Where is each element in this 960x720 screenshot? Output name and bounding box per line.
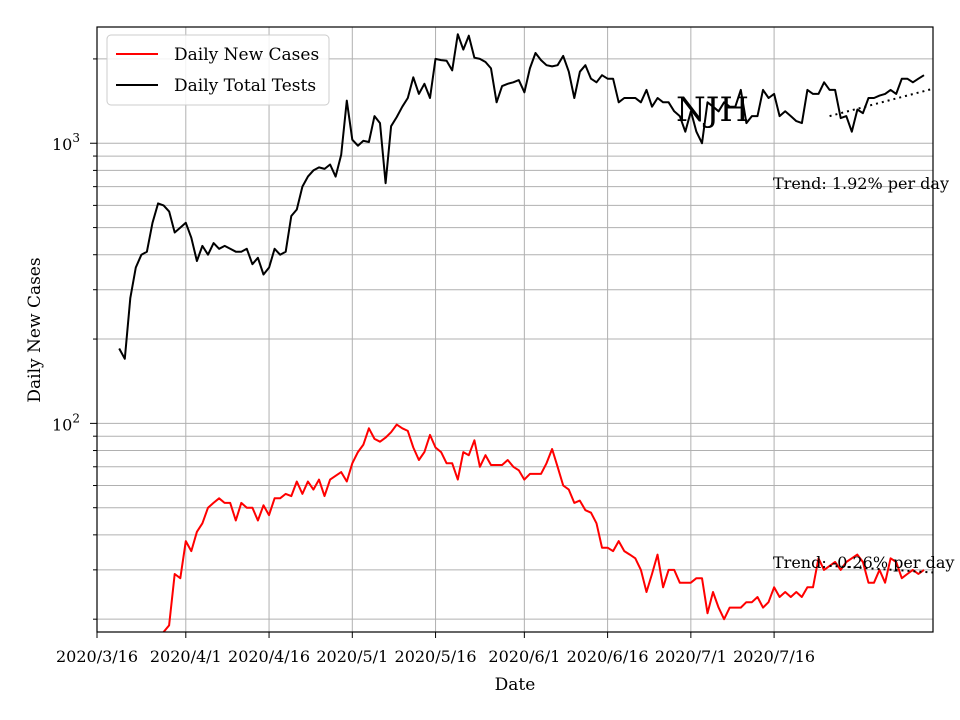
x-tick-label: 2020/6/16 (567, 647, 649, 666)
watermark: NJH (676, 90, 749, 130)
y-tick-label: 102 (52, 411, 80, 434)
x-tick-label: 2020/4/1 (150, 647, 222, 666)
trend-line-tests (829, 87, 933, 118)
series-line-daily-total-tests (118, 33, 925, 360)
series-layer (118, 33, 933, 632)
ticks: 102 103 2020/3/16 2020/4/1 2020/4/16 2020/5/1… (52, 58, 815, 666)
trend-label-tests: Trend: 1.92% per day (773, 174, 949, 193)
y-tick-label: 103 (52, 131, 80, 154)
plot-frame (96, 26, 934, 633)
y-axis-title: Daily New Cases (25, 257, 45, 402)
x-axis-title: Date (495, 675, 536, 695)
x-tick-label: 2020/4/16 (228, 647, 310, 666)
series-line-daily-new-cases (162, 423, 925, 632)
x-tick-label: 2020/5/16 (395, 647, 477, 666)
trend-label-cases: Trend: -0.26% per day (773, 553, 954, 572)
legend-label-cases: Daily New Cases (174, 45, 319, 65)
x-tick-label: 2020/3/16 (56, 647, 138, 666)
x-tick-label: 2020/7/16 (733, 647, 815, 666)
x-tick-label: 2020/5/1 (316, 647, 388, 666)
x-tick-label: 2020/6/1 (488, 647, 560, 666)
x-tick-label: 2020/7/1 (655, 647, 727, 666)
legend: Daily New Cases Daily Total Tests (106, 34, 330, 106)
grid (96, 27, 933, 632)
legend-box (106, 34, 330, 106)
legend-label-tests: Daily Total Tests (174, 76, 316, 96)
